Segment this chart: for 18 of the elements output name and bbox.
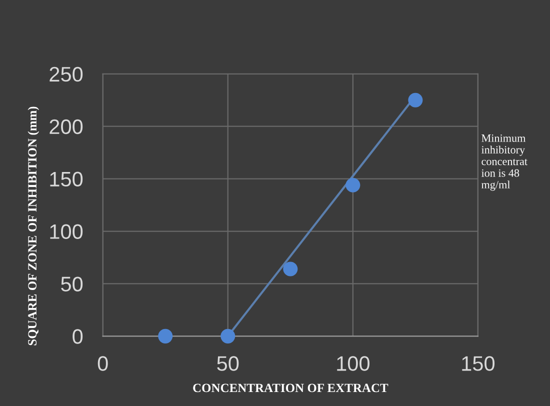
point [158,328,173,344]
y-tick-label: 250 [50,66,83,82]
x-tick-label: 100 [337,356,370,371]
y-tick-label: 150 [50,172,83,187]
x-tick-label: 0 [98,356,108,371]
y-tick-label: 50 [61,276,83,292]
point [408,92,423,108]
point [283,262,298,276]
y-axis-title: SQUARE OF ZONE OF INHIBITION (mm) [28,106,40,346]
y-tick-label: 200 [50,119,83,134]
point [220,328,236,344]
x-axis-title: CONCENTRATION OF EXTRACT [193,384,388,392]
y-tick-label: 100 [50,224,83,240]
y-tick-label: 0 [72,329,83,344]
text: Minimum inhibitory concentrat ion is 48 mg/ml [481,134,528,191]
point [346,178,360,192]
x-tick-label: 150 [462,356,495,371]
x-tick-label: 50 [217,356,239,371]
